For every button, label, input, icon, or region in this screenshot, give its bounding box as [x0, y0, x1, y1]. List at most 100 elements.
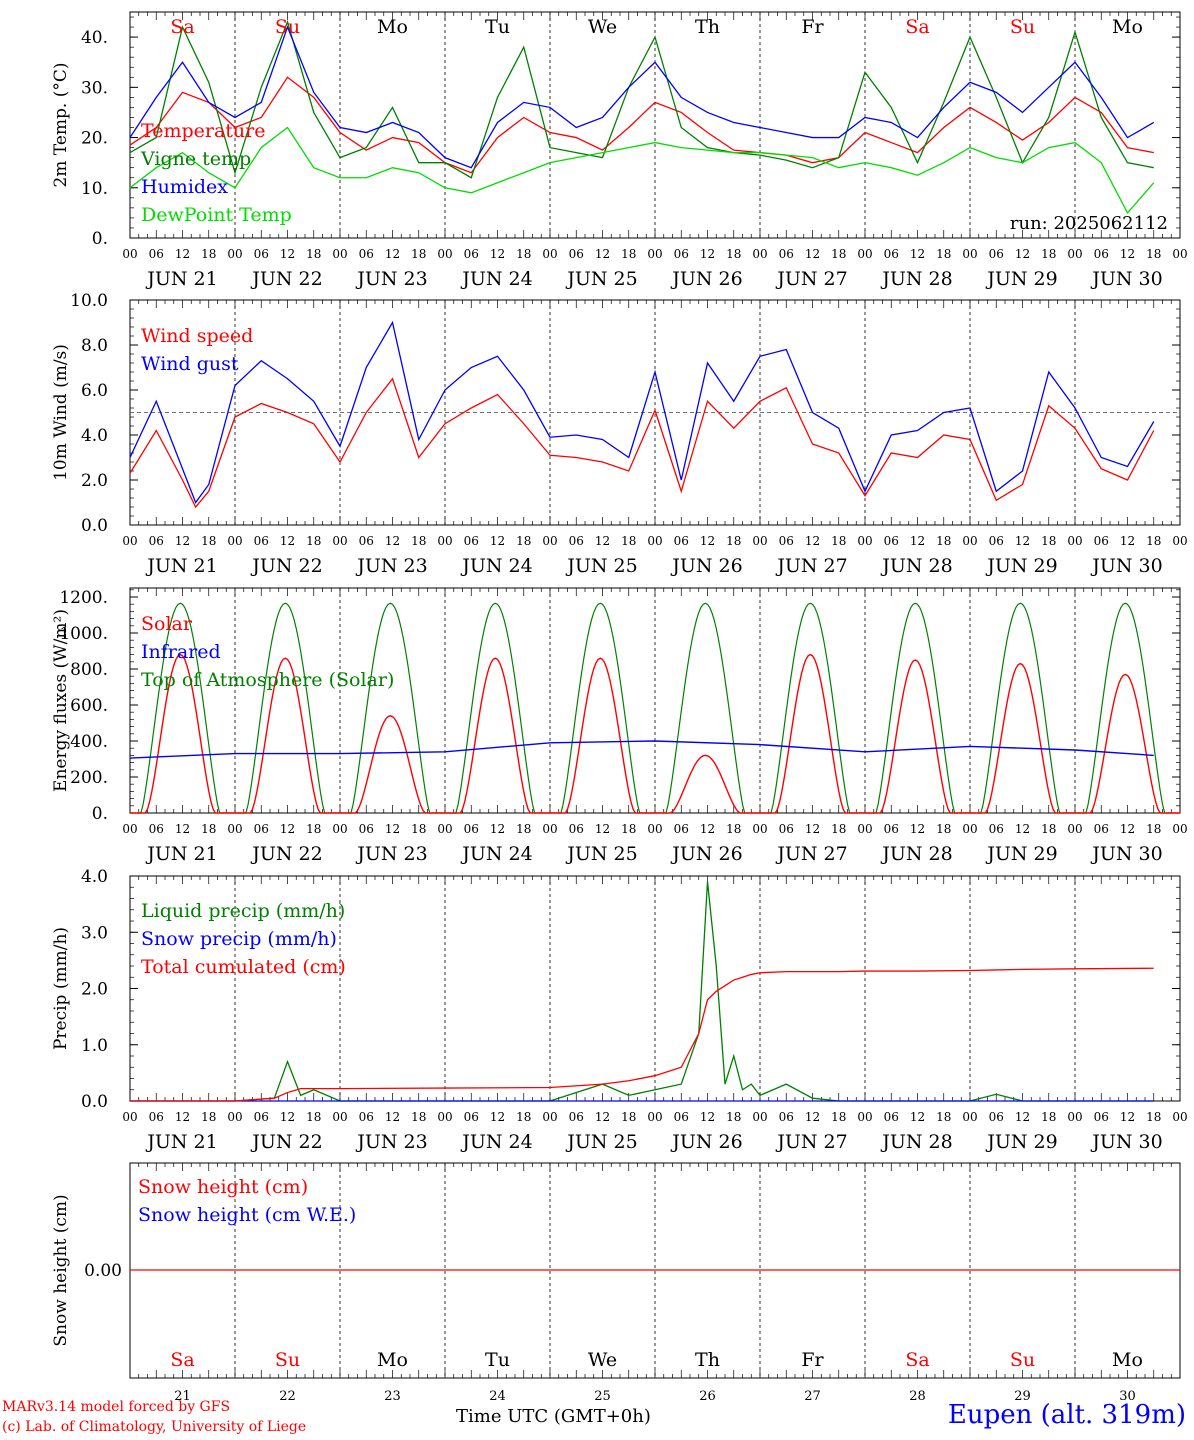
x-hour-tick-label: 06 [569, 1110, 584, 1124]
x-hour-tick-label: 06 [149, 247, 164, 261]
x-date-label: JUN 21 [145, 555, 217, 577]
y-axis-label: 2m Temp. (°C) [51, 62, 71, 187]
x-hour-tick-label: 06 [674, 1110, 689, 1124]
x-hour-tick-label: 18 [516, 247, 531, 261]
x-date-label: JUN 28 [880, 1131, 952, 1153]
x-hour-tick-label: 18 [201, 822, 216, 836]
x-hour-tick-label: 06 [254, 247, 269, 261]
x-hour-tick-label: 12 [490, 247, 505, 261]
x-date-label: JUN 21 [145, 268, 217, 290]
y-tick-label: 800. [70, 660, 108, 680]
x-hour-tick-label: 12 [1015, 534, 1030, 548]
x-hour-tick-label: 18 [726, 822, 741, 836]
x-hour-tick-label: 18 [201, 534, 216, 548]
day-number-label: 22 [279, 1389, 296, 1400]
x-date-label: JUN 24 [460, 555, 532, 577]
x-date-label: JUN 24 [460, 268, 532, 290]
day-number-label: 30 [1119, 1389, 1136, 1400]
x-hour-tick-label: 12 [175, 247, 190, 261]
x-hour-tick-label: 06 [1094, 534, 1109, 548]
legend-entry: Solar [141, 613, 193, 635]
day-of-week-label: Fr [801, 1349, 824, 1371]
x-hour-tick-label: 06 [779, 534, 794, 548]
x-hour-tick-label: 18 [1041, 1110, 1056, 1124]
x-hour-tick-label: 06 [989, 534, 1004, 548]
x-hour-tick-label: 06 [254, 822, 269, 836]
x-hour-tick-label: 06 [359, 822, 374, 836]
day-of-week-label: Su [1010, 1349, 1035, 1371]
x-hour-tick-label: 12 [910, 822, 925, 836]
x-hour-tick-label: 18 [936, 247, 951, 261]
x-hour-tick-label: 18 [516, 534, 531, 548]
legend-entry: Wind speed [141, 325, 253, 347]
x-date-label: JUN 27 [775, 268, 847, 290]
x-hour-tick-label: 18 [831, 822, 846, 836]
x-hour-tick-label: 18 [936, 534, 951, 548]
legend-entry: Liquid precip (mm/h) [141, 900, 345, 922]
x-hour-tick-label: 12 [805, 1110, 820, 1124]
x-hour-tick-label: 18 [726, 247, 741, 261]
x-date-label: JUN 29 [985, 555, 1057, 577]
day-of-week-label: Th [695, 16, 720, 38]
x-hour-tick-label: 00 [647, 534, 662, 548]
x-date-label: JUN 27 [775, 843, 847, 865]
x-date-label: JUN 30 [1090, 268, 1162, 290]
x-hour-tick-label: 00 [332, 1110, 347, 1124]
x-hour-tick-label: 12 [1120, 534, 1135, 548]
x-hour-tick-label: 18 [306, 1110, 321, 1124]
x-hour-tick-label: 00 [332, 247, 347, 261]
y-tick-label: 1200. [59, 588, 108, 608]
x-hour-tick-label: 18 [411, 247, 426, 261]
x-date-label: JUN 23 [355, 268, 427, 290]
day-of-week-label: Tu [485, 16, 510, 38]
x-hour-tick-label: 18 [1146, 247, 1161, 261]
x-hour-tick-label: 00 [437, 1110, 452, 1124]
x-hour-tick-label: 00 [1067, 1110, 1082, 1124]
x-hour-tick-label: 00 [962, 247, 977, 261]
day-of-week-label: Tu [485, 1349, 510, 1371]
day-of-week-label: Sa [170, 16, 194, 38]
x-date-label: JUN 26 [670, 268, 742, 290]
y-tick-label: 1.0 [81, 1036, 108, 1056]
x-axis-label-text: Time UTC (GMT+0h) [456, 1406, 651, 1427]
x-hour-tick-label: 12 [1120, 1110, 1135, 1124]
x-hour-tick-label: 06 [464, 822, 479, 836]
panel-4: Precip (mm/h)00 06 12 18 00 06 12 18 00 06 12 18 00 0… [51, 867, 1188, 1153]
x-hour-tick-label: 06 [989, 822, 1004, 836]
x-hour-tick-label: 06 [254, 1110, 269, 1124]
x-hour-tick-label: 00 [752, 1110, 767, 1124]
x-date-label: JUN 26 [670, 555, 742, 577]
y-tick-label: 6.0 [81, 381, 108, 401]
day-of-week-label: Sa [170, 1349, 194, 1371]
x-hour-tick-label: 12 [1120, 822, 1135, 836]
x-date-label: JUN 27 [775, 555, 847, 577]
y-tick-label: 0.0 [81, 1092, 108, 1112]
day-of-week-label: Su [275, 1349, 300, 1371]
x-hour-tick-label: 00 [122, 822, 137, 836]
legend-entry: Vigne temp [140, 148, 251, 170]
x-date-label: JUN 25 [565, 555, 637, 577]
legend-entry: Infrared [141, 641, 221, 663]
x-date-label: JUN 23 [355, 555, 427, 577]
x-hour-tick-label: 18 [516, 1110, 531, 1124]
x-hour-tick-label: 00 [857, 534, 872, 548]
x-hour-tick-label: 00 [962, 822, 977, 836]
x-hour-tick-label: 00 [647, 247, 662, 261]
y-tick-label: 400. [70, 732, 108, 752]
day-of-week-label: Su [1010, 16, 1035, 38]
x-hour-tick-label: 06 [149, 822, 164, 836]
x-hour-tick-label: 18 [306, 247, 321, 261]
x-date-label: JUN 29 [985, 843, 1057, 865]
x-hour-tick-label: 18 [831, 247, 846, 261]
x-date-label: JUN 22 [250, 1131, 322, 1153]
x-hour-tick-label: 18 [306, 534, 321, 548]
site-name: Eupen (alt. 319m) [948, 1400, 1186, 1430]
x-hour-tick-label: 18 [936, 822, 951, 836]
x-hour-tick-label: 18 [201, 1110, 216, 1124]
x-hour-tick-label: 00 [227, 247, 242, 261]
x-hour-tick-label: 06 [569, 534, 584, 548]
day-of-week-label: We [588, 16, 617, 38]
x-hour-tick-label: 00 [542, 247, 557, 261]
x-hour-tick-label: 00 [1172, 247, 1187, 261]
panel-1: 2m Temp. (°C) 00 06 12 18 00 06 12 18 00 06 12 18 00 0… [51, 12, 1188, 290]
